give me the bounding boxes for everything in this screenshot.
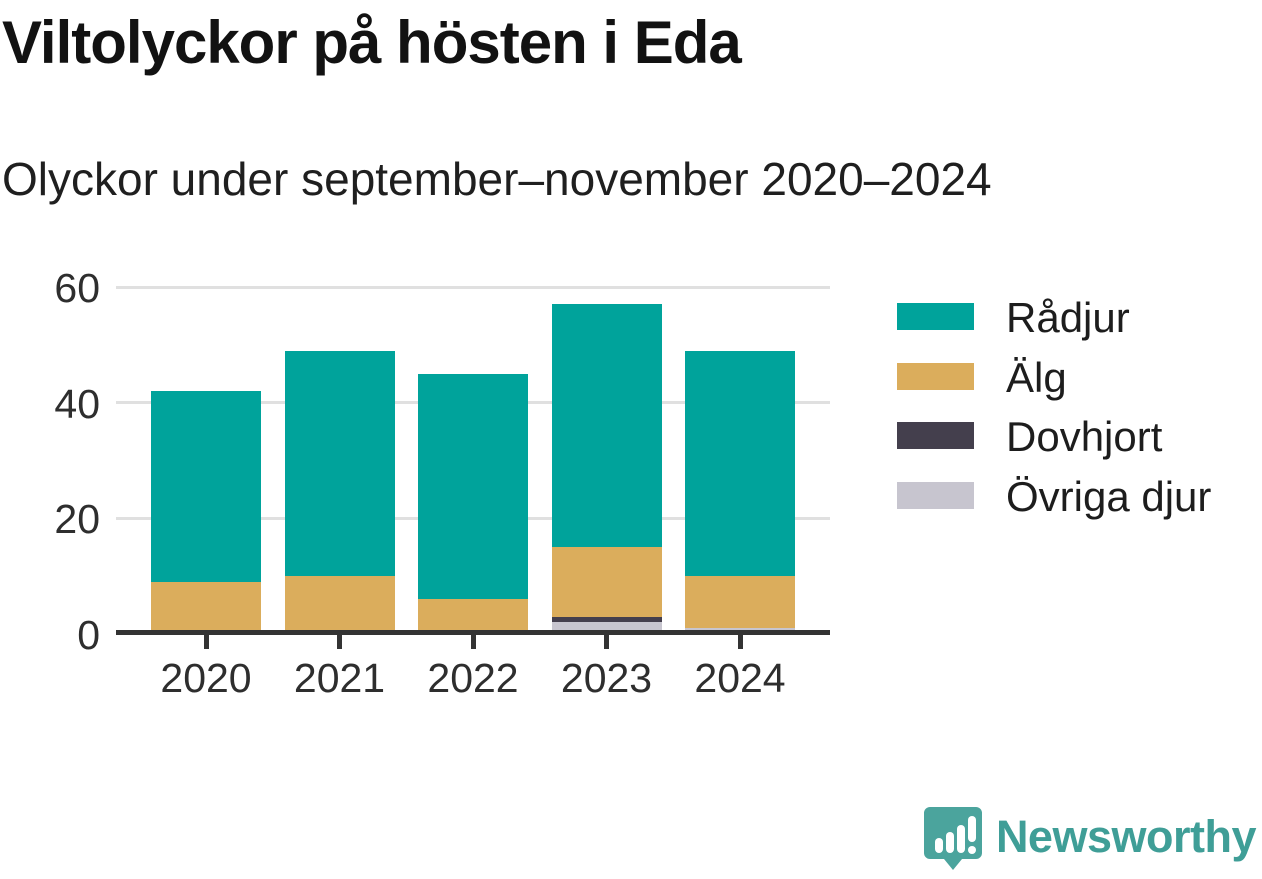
bar-2021-Rådjur	[284, 350, 395, 577]
legend-label-Dovhjort: Dovhjort	[1006, 413, 1163, 460]
chart-title: Viltolyckor på hösten i Eda	[2, 9, 742, 76]
legend-swatch-Dovhjort	[897, 422, 974, 449]
legend-swatch-Övriga djur	[897, 482, 974, 509]
bar-2022-Rådjur	[418, 373, 528, 600]
x-axis-label-2022: 2022	[427, 655, 519, 701]
x-axis-label-2021: 2021	[293, 655, 386, 701]
bar-2020-Rådjur	[151, 391, 261, 582]
bar-2023-Älg	[551, 547, 662, 617]
legend-label-Rådjur: Rådjur	[1006, 294, 1130, 341]
chart-subtitle: Olyckor under september–november 2020–20…	[2, 153, 992, 205]
y-axis-tick-0: 0	[77, 612, 100, 658]
x-axis-tick-2023	[604, 635, 609, 649]
y-axis-tick-20: 20	[54, 496, 100, 543]
x-axis-line	[116, 630, 830, 635]
y-axis-tick-60: 60	[54, 265, 100, 311]
x-axis-label-2023: 2023	[560, 655, 653, 701]
bar-2024-Rådjur	[685, 350, 795, 577]
newsworthy-logo-icon	[922, 805, 984, 871]
x-axis-tick-2021	[337, 635, 342, 649]
bar-2020-Älg	[151, 581, 261, 634]
legend-swatch-Rådjur	[897, 303, 974, 330]
bar-2021-Älg	[284, 576, 395, 634]
bar-2023-Dovhjort	[551, 616, 662, 623]
legend-label-Älg: Älg	[1006, 354, 1067, 401]
x-axis-tick-2024	[737, 635, 743, 649]
gridline-60	[116, 285, 830, 289]
bar-2022-Älg	[418, 599, 528, 634]
bar-2024-Älg	[685, 576, 795, 629]
y-axis-tick-40: 40	[54, 380, 100, 427]
x-axis-tick-2022	[470, 635, 476, 649]
x-axis-label-2024: 2024	[694, 655, 786, 701]
newsworthy-logo: Newsworthy	[922, 805, 1257, 871]
bar-2023-Övriga djur	[551, 622, 662, 634]
x-axis-label-2020: 2020	[160, 655, 252, 701]
legend-label-Övriga djur: Övriga djur	[1006, 473, 1212, 520]
newsworthy-wordmark: Newsworthy	[995, 810, 1257, 862]
x-axis-tick-2020	[203, 635, 209, 649]
bar-2023-Rådjur	[551, 304, 662, 548]
legend-swatch-Älg	[897, 363, 974, 390]
